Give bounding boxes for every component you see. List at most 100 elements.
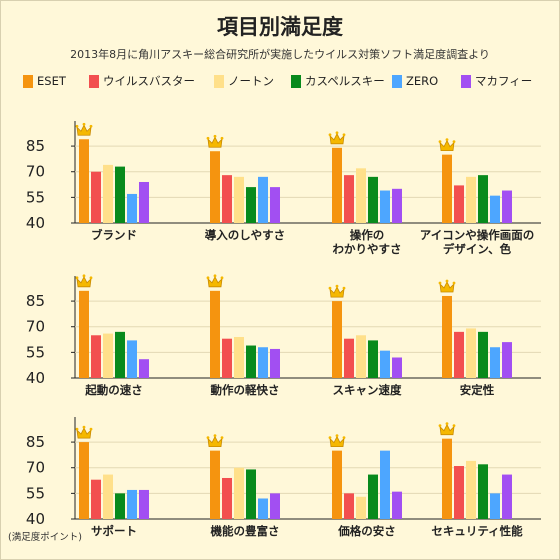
bar-ZERO xyxy=(490,493,500,519)
legend-item-0: ESET xyxy=(23,71,66,91)
bar-ノートン xyxy=(356,496,366,519)
bar-ZERO xyxy=(380,450,390,519)
bar-カスペルスキー xyxy=(368,176,378,223)
category-label: わかりやすさ xyxy=(333,242,402,256)
crown-jewel-icon xyxy=(452,281,456,285)
crown-icon xyxy=(207,136,223,148)
crown-jewel-icon xyxy=(89,427,93,431)
legend-item-3: カスペルスキー xyxy=(291,71,385,91)
bar-ウイルスバスター xyxy=(222,175,232,223)
bar-ESET xyxy=(332,450,342,519)
category-label: デザイン、色 xyxy=(443,242,512,256)
bar-ZERO xyxy=(127,340,137,378)
category-label: ブランド xyxy=(91,228,137,242)
bar-ESET xyxy=(210,151,220,223)
bar-ノートン xyxy=(103,164,113,223)
bar-ESET xyxy=(79,442,89,519)
legend-item-5: マカフィー xyxy=(461,71,532,91)
crown-jewel-icon xyxy=(82,122,86,126)
bar-マカフィー xyxy=(502,342,512,378)
legend-label: ノートン xyxy=(228,74,274,88)
y-tick-label: 55 xyxy=(26,484,45,502)
crown-jewel-icon xyxy=(445,422,449,426)
y-tick-label: 70 xyxy=(26,459,45,477)
bar-ノートン xyxy=(103,333,113,378)
legend-label: ESET xyxy=(37,74,66,88)
bar-ESET xyxy=(210,450,220,519)
crown-jewel-icon xyxy=(206,276,210,280)
crown-icon xyxy=(329,132,345,145)
bar-ウイルスバスター xyxy=(454,185,464,223)
legend-item-4: ZERO xyxy=(392,71,438,91)
bar-ESET xyxy=(79,139,89,223)
bar-ESET xyxy=(332,301,342,378)
crown-jewel-icon xyxy=(89,276,93,280)
bar-マカフィー xyxy=(270,348,280,378)
y-tick-label: 70 xyxy=(26,318,45,336)
crown-jewel-icon xyxy=(75,124,79,128)
crown-jewel-icon xyxy=(220,136,224,140)
crown-jewel-icon xyxy=(82,425,86,429)
bar-マカフィー xyxy=(502,474,512,519)
crown-jewel-icon xyxy=(82,274,86,278)
crown-jewel-icon xyxy=(75,276,79,280)
y-tick-label: 40 xyxy=(26,510,45,528)
category-label: 動作の軽快さ xyxy=(211,383,280,397)
category-label: 導入のしやすさ xyxy=(205,228,285,242)
bar-ZERO xyxy=(258,498,268,519)
bar-ESET xyxy=(442,295,452,378)
crown-icon xyxy=(76,427,92,439)
y-axis-unit-note: (満足度ポイント) xyxy=(8,532,82,543)
bar-ZERO xyxy=(490,347,500,378)
bar-ノートン xyxy=(234,176,244,223)
category-label: セキュリティ性能 xyxy=(431,524,523,538)
bar-ESET xyxy=(442,438,452,519)
y-tick-label: 40 xyxy=(26,369,45,387)
bar-ZERO xyxy=(127,489,137,519)
bar-ノートン xyxy=(356,335,366,378)
crown-icon xyxy=(439,281,455,293)
crown-jewel-icon xyxy=(328,133,332,137)
crown-jewel-icon xyxy=(220,276,224,280)
crown-icon xyxy=(439,139,455,152)
legend-swatch xyxy=(291,74,301,88)
y-tick-label: 55 xyxy=(26,188,45,206)
crown-jewel-icon xyxy=(89,124,93,128)
bar-マカフィー xyxy=(270,187,280,223)
legend: ESET ウイルスバスター ノートン カスペルスキー ZERO マカフィー xyxy=(1,71,559,91)
crown-jewel-icon xyxy=(75,427,79,431)
legend-swatch xyxy=(461,74,471,88)
bar-ノートン xyxy=(234,467,244,519)
crown-jewel-icon xyxy=(438,281,442,285)
y-tick-label: 85 xyxy=(26,137,45,155)
bar-カスペルスキー xyxy=(368,340,378,378)
bar-ZERO xyxy=(490,195,500,223)
bar-ウイルスバスター xyxy=(344,175,354,223)
bar-ZERO xyxy=(127,193,137,223)
legend-item-2: ノートン xyxy=(214,71,274,91)
bar-ZERO xyxy=(258,176,268,223)
category-label: 機能の豊富さ xyxy=(211,524,280,538)
bar-ZERO xyxy=(380,350,390,378)
category-label: 価格の安さ xyxy=(337,524,396,538)
bar-マカフィー xyxy=(270,493,280,519)
bar-マカフィー xyxy=(502,190,512,223)
bar-カスペルスキー xyxy=(368,474,378,519)
category-label: アイコンや操作画面の xyxy=(420,228,534,242)
crown-jewel-icon xyxy=(445,138,449,142)
bar-ノートン xyxy=(356,168,366,223)
chart-title: 項目別満足度 xyxy=(217,15,343,39)
y-tick-label: 55 xyxy=(26,343,45,361)
crown-jewel-icon xyxy=(335,434,339,438)
legend-swatch xyxy=(89,74,99,88)
bar-ZERO xyxy=(258,347,268,378)
bar-ZERO xyxy=(380,190,390,223)
crown-icon xyxy=(76,275,92,288)
y-tick-label: 40 xyxy=(26,214,45,232)
crown-jewel-icon xyxy=(213,134,217,138)
bar-ウイルスバスター xyxy=(222,338,232,378)
legend-label: ウイルスバスター xyxy=(103,74,195,88)
crown-jewel-icon xyxy=(445,279,449,283)
bar-マカフィー xyxy=(139,359,149,378)
